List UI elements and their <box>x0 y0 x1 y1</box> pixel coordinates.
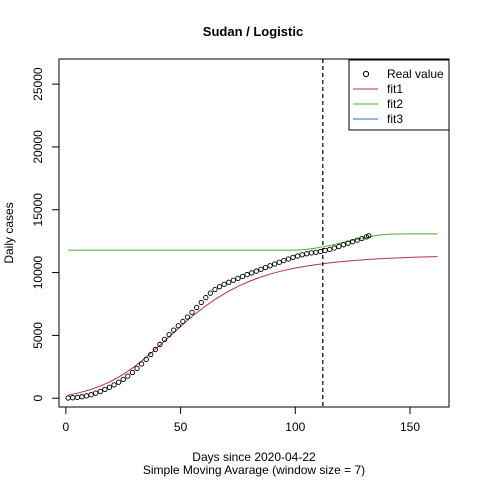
real-value-point <box>262 264 269 271</box>
real-value-point <box>276 259 282 265</box>
real-value-point <box>207 290 214 296</box>
real-value-point <box>102 386 108 393</box>
real-value-point <box>97 388 103 395</box>
real-value-point <box>161 336 168 343</box>
legend-label-fit1: fit1 <box>387 82 403 96</box>
real-value-point <box>106 384 113 390</box>
real-value-point <box>120 376 126 383</box>
plot-area <box>65 59 438 407</box>
chart-subtitle: Simple Moving Avarage (window size = 7) <box>143 463 365 477</box>
real-value-point <box>175 323 181 329</box>
legend-label-fit2: fit2 <box>387 97 403 111</box>
y-tick-label: 20000 <box>31 130 45 164</box>
real-value-point <box>271 261 278 267</box>
real-value-point <box>226 279 232 285</box>
real-value-point <box>354 237 360 243</box>
real-value-point <box>349 239 356 245</box>
real-value-point <box>88 392 94 398</box>
real-value-point <box>294 253 301 259</box>
real-value-point <box>359 235 365 242</box>
legend-label-real-value: Real value <box>387 67 444 81</box>
real-value-point <box>152 346 159 353</box>
real-value-point <box>171 327 177 333</box>
legend-label-fit3: fit3 <box>387 112 403 126</box>
y-tick-label: 25000 <box>31 67 45 101</box>
real-value-point <box>138 361 145 367</box>
real-value-point <box>244 271 250 278</box>
real-value-point <box>111 382 117 388</box>
real-value-point <box>331 245 337 251</box>
real-value-point <box>93 390 99 396</box>
real-value-point <box>285 256 292 262</box>
y-tick-label: 15000 <box>31 193 45 227</box>
real-value-point <box>290 254 296 261</box>
real-value-point <box>230 277 237 283</box>
real-value-point <box>366 233 372 239</box>
y-tick-label: 10000 <box>31 256 45 290</box>
real-value-point <box>129 369 136 376</box>
real-value-point <box>336 243 342 250</box>
real-value-point <box>203 294 209 301</box>
real-value-point <box>193 304 200 311</box>
x-tick-label: 0 <box>63 420 70 434</box>
real-value-point <box>221 281 227 287</box>
real-value-point <box>143 356 149 363</box>
real-value-point <box>340 242 347 248</box>
series-fit2-line <box>68 233 438 251</box>
x-axis-label: Days since 2020-04-22 <box>192 450 316 464</box>
real-value-point <box>198 299 204 306</box>
real-value-point <box>216 283 223 290</box>
real-value-point <box>258 266 264 272</box>
real-value-point <box>125 373 131 379</box>
legend-marker-real-value <box>362 70 370 78</box>
series-fit1-line <box>68 256 438 396</box>
y-tick-label: 5000 <box>31 322 45 349</box>
real-value-point <box>249 270 255 276</box>
real-value-point <box>180 318 186 325</box>
real-value-point <box>281 257 287 264</box>
x-tick-label: 100 <box>285 420 305 434</box>
real-value-point <box>184 314 191 320</box>
real-value-point <box>148 351 154 358</box>
y-tick-label: 0 <box>31 395 45 402</box>
real-value-point <box>157 341 163 348</box>
x-tick-label: 50 <box>174 420 188 434</box>
real-value-point <box>166 331 172 338</box>
real-value-point <box>267 263 273 269</box>
real-value-point <box>189 309 195 316</box>
real-value-point <box>253 268 259 274</box>
y-axis-label: Daily cases <box>2 202 16 263</box>
real-value-point <box>134 365 140 372</box>
real-value-point <box>345 240 351 246</box>
real-value-point <box>239 273 246 280</box>
real-value-point <box>327 246 333 252</box>
axes: 0 50 100 150 0 5000 10000 15000 20000 25000 <box>31 67 420 434</box>
chart-title: Sudan / Logistic <box>203 24 303 39</box>
real-value-point <box>235 275 241 281</box>
real-value-point <box>212 286 218 293</box>
real-value-point <box>116 379 122 385</box>
x-tick-label: 150 <box>400 420 420 434</box>
